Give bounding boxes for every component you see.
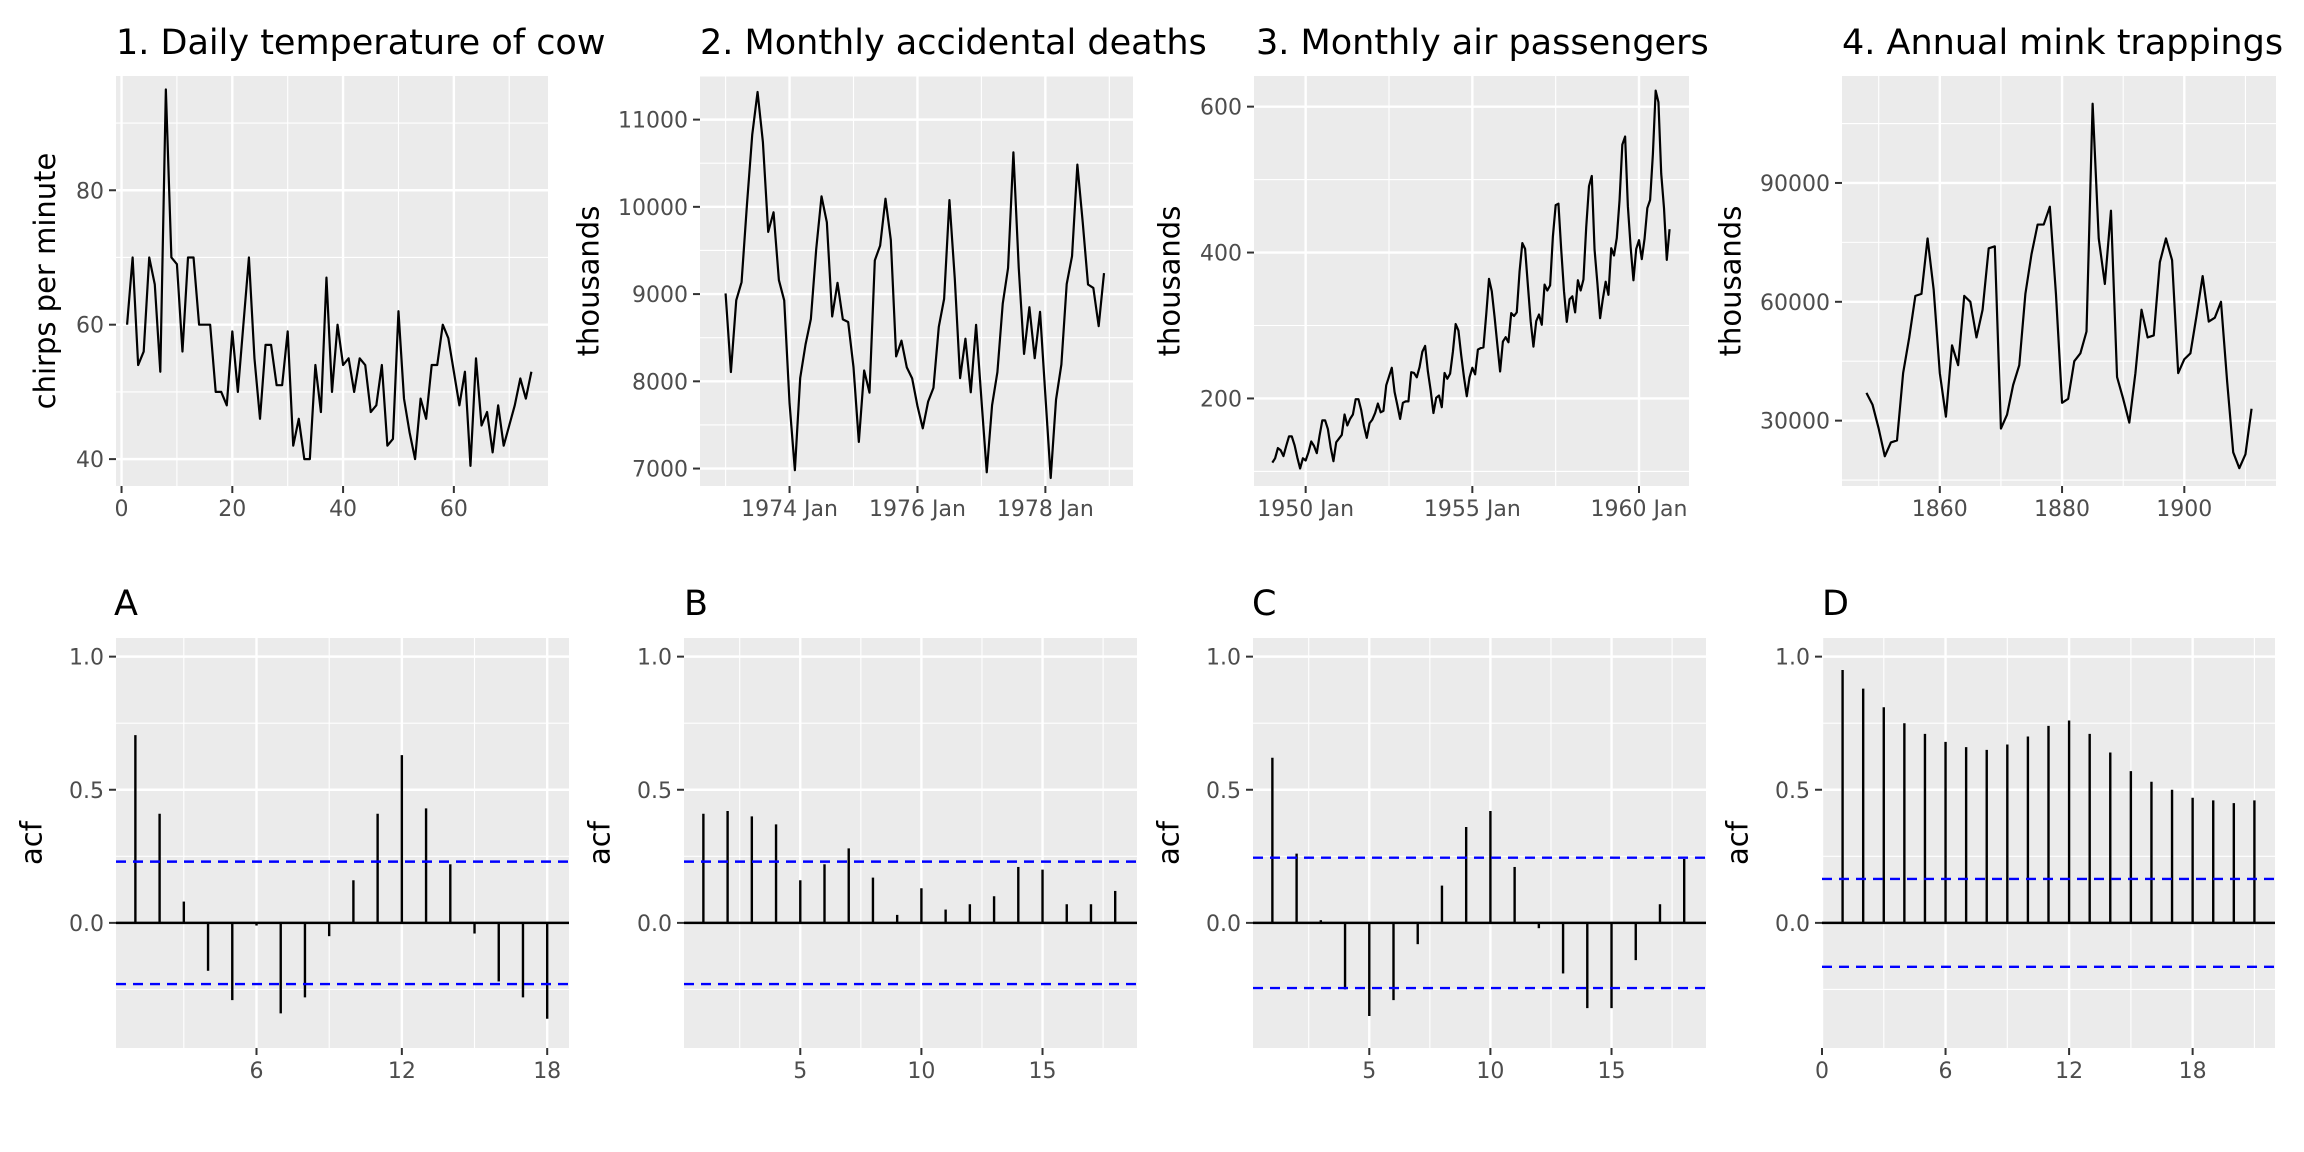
x-tick-label: 1900 bbox=[2156, 497, 2212, 522]
panel-title: 3. Monthly air passengers bbox=[1256, 23, 1709, 63]
panel-background bbox=[1842, 76, 2276, 486]
x-tick-label: 0 bbox=[1815, 1059, 1829, 1084]
panel-title: C bbox=[1252, 584, 1276, 624]
x-tick-label: 10 bbox=[1476, 1059, 1504, 1084]
y-axis-label: acf bbox=[1721, 820, 1755, 865]
y-tick-label: 1.0 bbox=[637, 646, 672, 671]
y-tick-label: 1.0 bbox=[1775, 646, 1810, 671]
panel-p3: 1950 Jan 1955 Jan 1960 Jan 200 400 600 3. Mont… bbox=[1153, 23, 1709, 522]
y-axis-label: acf bbox=[1152, 820, 1186, 865]
x-tick-label: 1960 Jan bbox=[1591, 497, 1688, 522]
x-tick-label: 1955 Jan bbox=[1424, 497, 1521, 522]
x-tick-label: 1974 Jan bbox=[741, 497, 838, 522]
panel-title: 1. Daily temperature of cow bbox=[116, 23, 605, 63]
x-tick-label: 5 bbox=[793, 1059, 807, 1084]
y-tick-label: 11000 bbox=[618, 109, 688, 134]
y-axis-label: thousands bbox=[1153, 206, 1187, 357]
panel-title: 4. Annual mink trappings bbox=[1842, 23, 2283, 63]
panel-p4: 1860 1880 1900 30000 60000 90000 4. Annual min… bbox=[1714, 23, 2284, 522]
x-tick-label: 18 bbox=[533, 1059, 561, 1084]
series-line bbox=[724, 90, 1106, 480]
panel-background bbox=[684, 638, 1137, 1048]
x-tick-label: 1976 Jan bbox=[869, 497, 966, 522]
x-tick-label: 18 bbox=[2179, 1059, 2207, 1084]
x-tick-label: 60 bbox=[440, 497, 468, 522]
y-tick-label: 80 bbox=[76, 179, 104, 204]
panel-title: A bbox=[114, 584, 138, 624]
y-tick-label: 1.0 bbox=[1206, 646, 1241, 671]
series-line bbox=[1271, 89, 1671, 470]
y-tick-label: 1.0 bbox=[69, 646, 104, 671]
series-line bbox=[125, 88, 533, 467]
series-line bbox=[1865, 102, 2253, 470]
x-tick-label: 6 bbox=[1939, 1059, 1953, 1084]
y-tick-label: 0.5 bbox=[1206, 779, 1241, 804]
x-tick-label: 1978 Jan bbox=[997, 497, 1094, 522]
panel-title: D bbox=[1822, 584, 1849, 624]
y-axis-label: thousands bbox=[572, 206, 606, 357]
x-tick-label: 20 bbox=[218, 497, 246, 522]
panel-background bbox=[116, 76, 548, 486]
x-tick-label: 12 bbox=[388, 1059, 416, 1084]
y-tick-label: 0.0 bbox=[69, 912, 104, 937]
y-tick-label: 0.0 bbox=[637, 912, 672, 937]
panel-background bbox=[1253, 638, 1706, 1048]
y-tick-label: 30000 bbox=[1760, 410, 1830, 435]
y-tick-label: 40 bbox=[76, 448, 104, 473]
y-tick-label: 0.5 bbox=[637, 779, 672, 804]
x-tick-label: 12 bbox=[2055, 1059, 2083, 1084]
y-tick-label: 0.5 bbox=[1775, 779, 1810, 804]
x-tick-label: 0 bbox=[115, 497, 129, 522]
panel-background bbox=[116, 638, 569, 1048]
y-tick-label: 600 bbox=[1200, 96, 1242, 121]
panel-p1: 0 20 40 60 40 60 80 1. Daily temperature of cow… bbox=[28, 23, 605, 522]
x-tick-label: 40 bbox=[329, 497, 357, 522]
y-tick-label: 60000 bbox=[1760, 291, 1830, 316]
y-tick-label: 0.0 bbox=[1206, 912, 1241, 937]
x-tick-label: 1950 Jan bbox=[1257, 497, 1354, 522]
y-axis-label: acf bbox=[15, 820, 49, 865]
x-tick-label: 6 bbox=[250, 1059, 264, 1084]
x-tick-label: 1860 bbox=[1912, 497, 1968, 522]
x-tick-label: 1880 bbox=[2034, 497, 2090, 522]
panel-title: 2. Monthly accidental deaths bbox=[700, 23, 1207, 63]
x-tick-label: 15 bbox=[1029, 1059, 1057, 1084]
y-tick-label: 400 bbox=[1200, 242, 1242, 267]
x-tick-label: 5 bbox=[1362, 1059, 1376, 1084]
y-tick-label: 10000 bbox=[618, 196, 688, 221]
y-tick-label: 200 bbox=[1200, 387, 1242, 412]
panel-title: B bbox=[684, 584, 708, 624]
y-tick-label: 0.5 bbox=[69, 779, 104, 804]
y-tick-label: 8000 bbox=[632, 370, 688, 395]
x-tick-label: 10 bbox=[907, 1059, 935, 1084]
y-tick-label: 60 bbox=[76, 314, 104, 339]
y-tick-label: 9000 bbox=[632, 283, 688, 308]
y-axis-label: acf bbox=[583, 820, 617, 865]
y-tick-label: 0.0 bbox=[1775, 912, 1810, 937]
y-tick-label: 7000 bbox=[632, 458, 688, 483]
x-tick-label: 15 bbox=[1598, 1059, 1626, 1084]
y-axis-label: thousands bbox=[1714, 206, 1748, 357]
y-axis-label: chirps per minute bbox=[28, 153, 62, 410]
y-tick-label: 90000 bbox=[1760, 172, 1830, 197]
panel-p2: 1974 Jan 1976 Jan 1978 Jan 7000 8000 9000 1000… bbox=[572, 23, 1207, 522]
